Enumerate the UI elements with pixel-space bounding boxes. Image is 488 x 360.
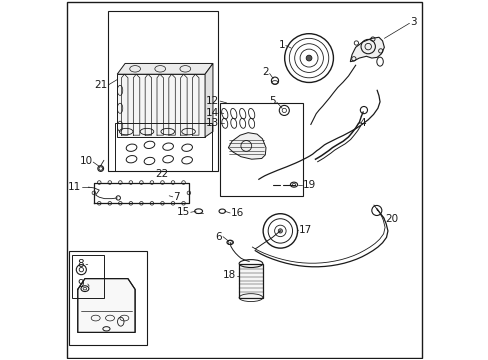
Text: 1: 1	[278, 40, 285, 50]
Bar	[72, 255, 104, 298]
Text: 9: 9	[78, 279, 84, 289]
Bar	[239, 264, 262, 298]
Text: 16: 16	[230, 208, 244, 218]
Bar	[108, 12, 217, 171]
Bar	[115, 123, 212, 171]
Text: 20: 20	[384, 215, 397, 224]
Text: 13: 13	[206, 118, 219, 128]
Polygon shape	[228, 133, 265, 159]
Text: 15: 15	[176, 207, 190, 217]
Text: 19: 19	[302, 180, 315, 190]
Text: 10: 10	[79, 156, 92, 166]
Polygon shape	[204, 63, 212, 137]
Text: 14: 14	[206, 108, 219, 118]
Text: 5: 5	[269, 96, 276, 106]
Text: 3: 3	[409, 17, 416, 27]
Bar	[69, 251, 146, 345]
Polygon shape	[117, 74, 204, 137]
Text: 22: 22	[155, 169, 168, 179]
Text: 2: 2	[262, 67, 268, 77]
Text: 17: 17	[298, 225, 312, 235]
Bar	[220, 103, 302, 196]
Text: 6: 6	[215, 232, 222, 242]
Text: 21: 21	[94, 80, 107, 90]
Polygon shape	[117, 63, 212, 74]
Text: 12: 12	[206, 96, 219, 106]
Circle shape	[305, 55, 311, 61]
Polygon shape	[78, 279, 135, 332]
Text: 7: 7	[173, 192, 180, 202]
Text: 4: 4	[359, 118, 365, 128]
Circle shape	[278, 229, 282, 233]
Polygon shape	[349, 37, 384, 62]
Text: 11: 11	[67, 182, 81, 192]
Text: 18: 18	[223, 270, 236, 280]
Text: 8: 8	[78, 259, 84, 269]
